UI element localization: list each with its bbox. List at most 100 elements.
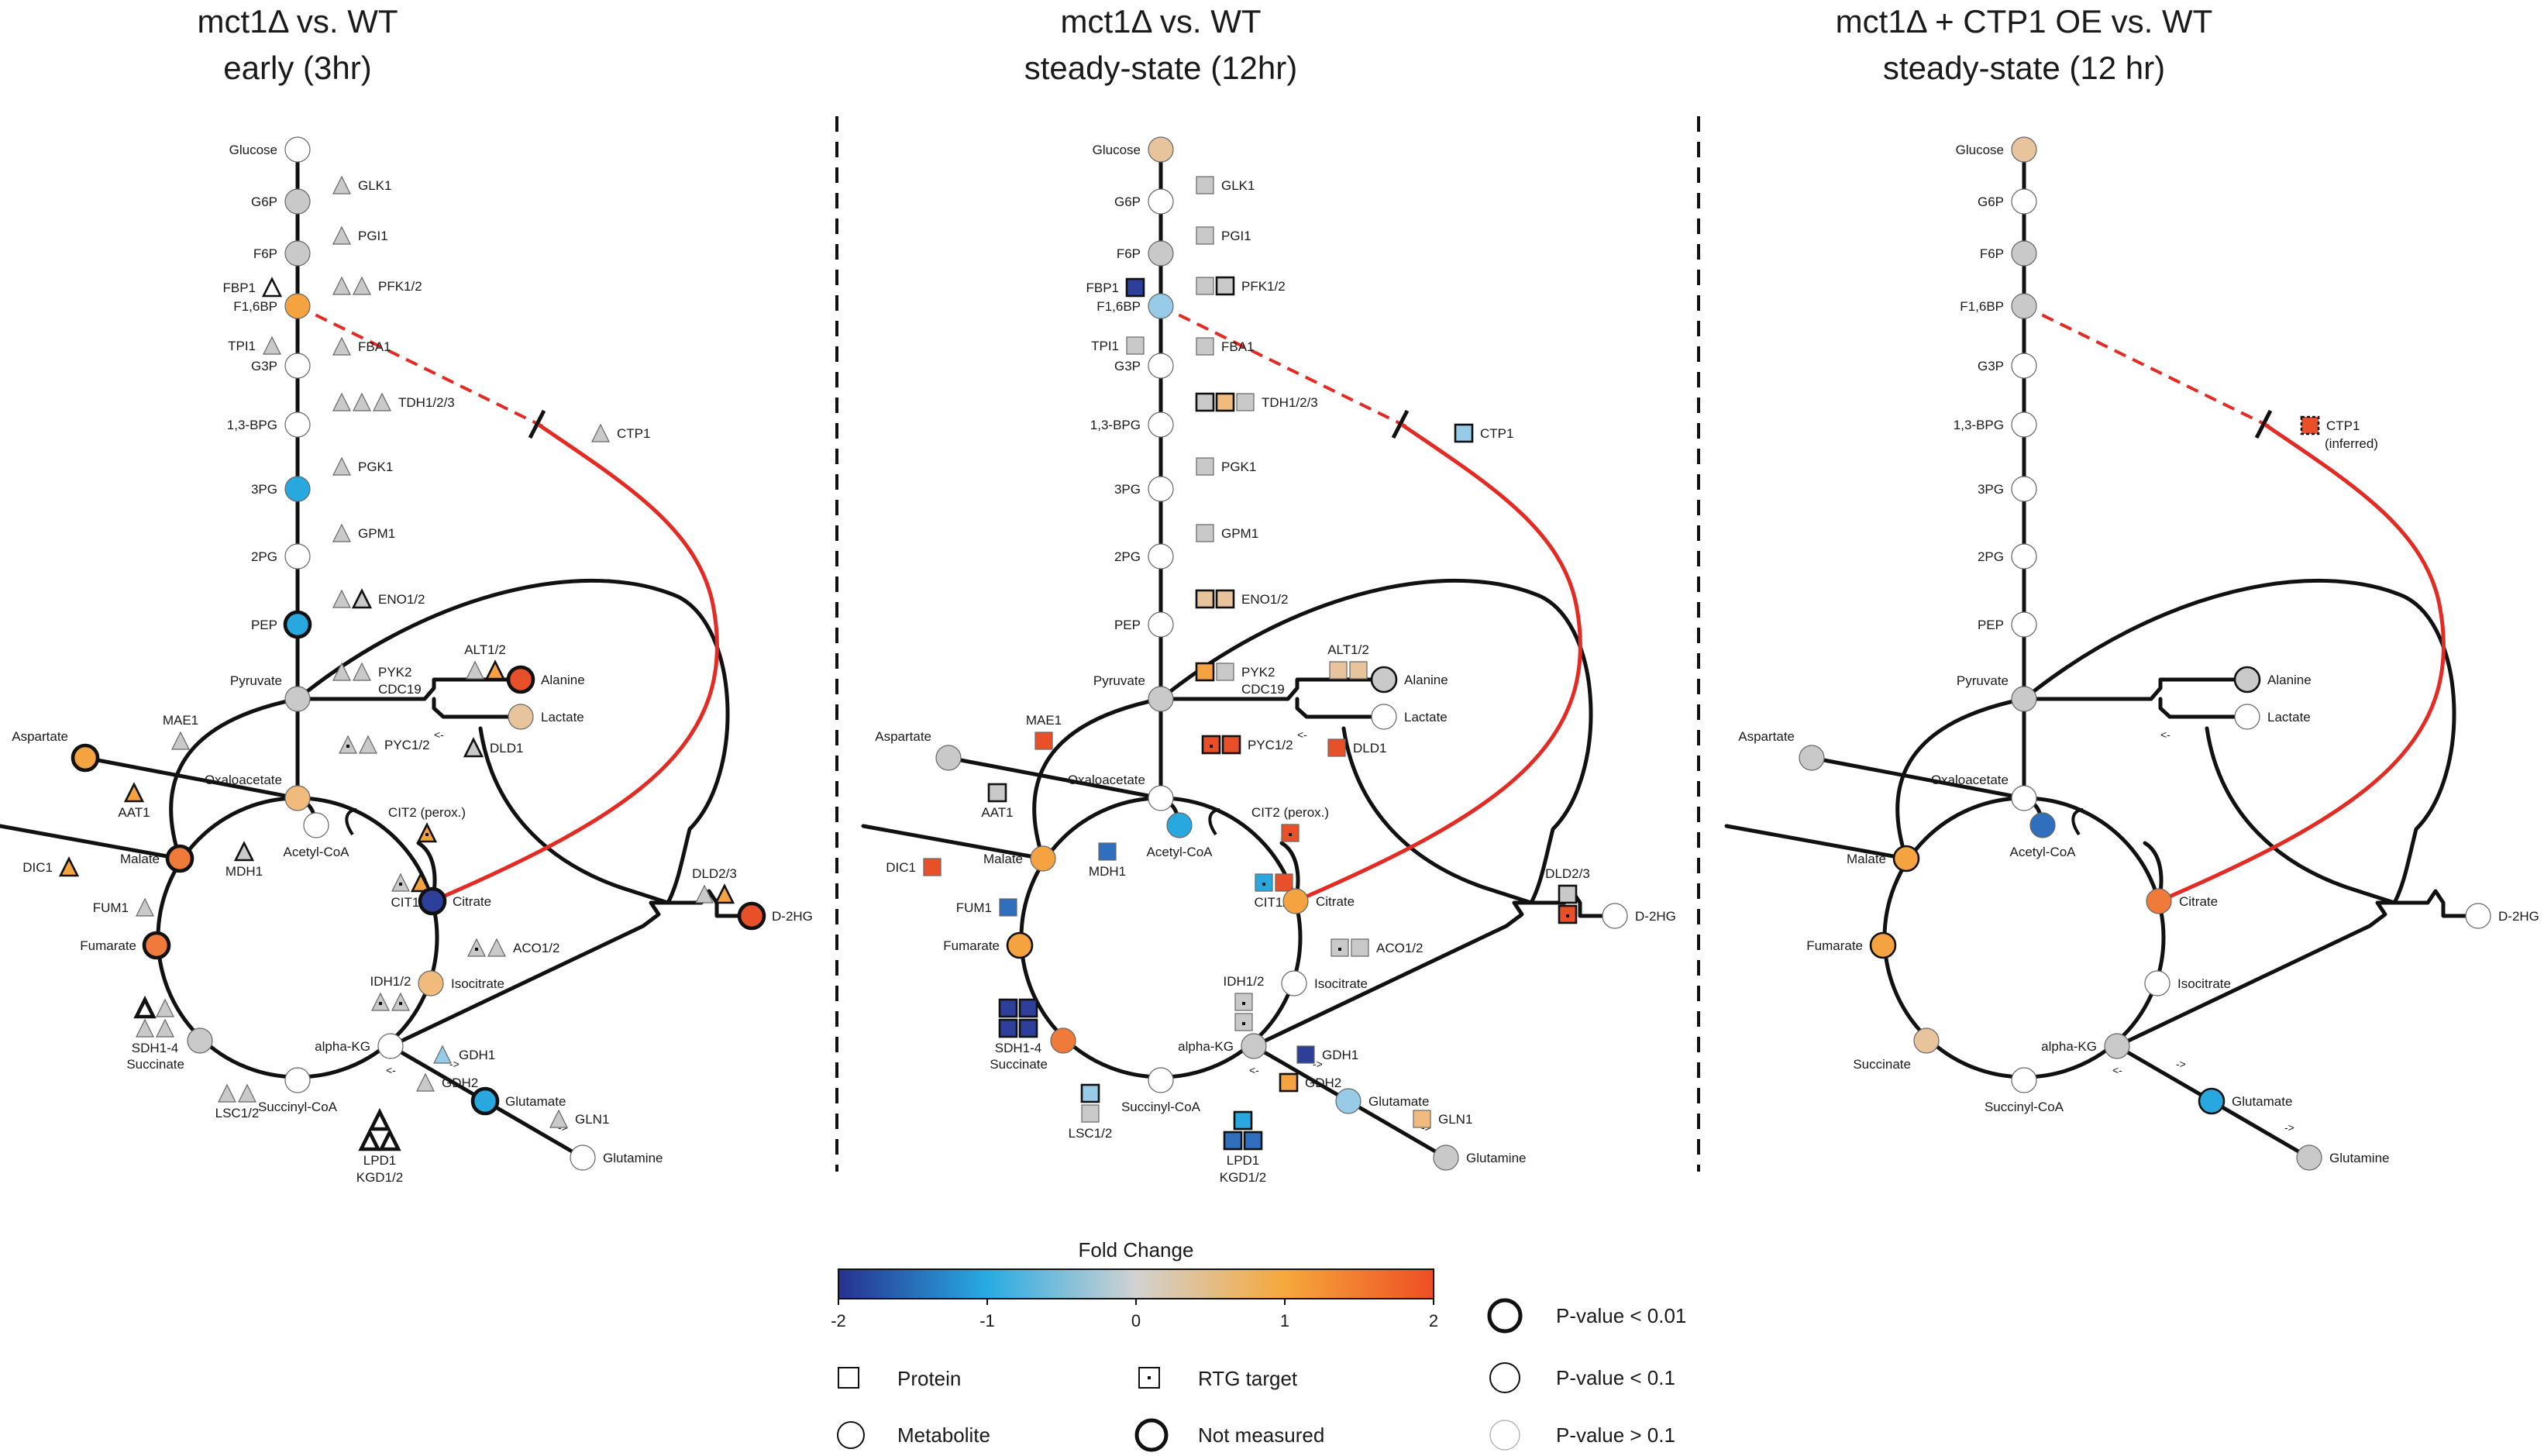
metabolite-g3p[interactable]: G3P (1114, 353, 1174, 379)
metabolite-alpha-kg[interactable]: alpha-KG (2041, 1033, 2130, 1059)
metabolite-pep[interactable]: PEP (1978, 611, 2037, 638)
metabolite-f6p[interactable]: F6P (1117, 240, 1174, 267)
enzyme-ctp1[interactable]: CTP1 (inferred) (2300, 415, 2378, 451)
metabolite-succinate[interactable]: Succinate (990, 1027, 1076, 1072)
metabolite-oxaloacetate[interactable]: Oxaloacetate (1068, 773, 1174, 811)
enzyme-glk1[interactable]: GLK1 (1196, 176, 1255, 194)
metabolite-malate[interactable]: Malate (1847, 845, 1920, 873)
metabolite-alpha-kg[interactable]: alpha-KG (1178, 1033, 1267, 1059)
metabolite-d-2hg[interactable]: D-2HG (737, 901, 813, 931)
enzyme-lsc1-2[interactable]: LSC1/2 (215, 1083, 260, 1120)
enzyme-pyk2[interactable]: PYK2 CDC19 (332, 662, 422, 697)
enzyme-fbp1[interactable]: FBP1 (222, 277, 283, 298)
enzyme-gln1[interactable]: GLN1 (1413, 1110, 1472, 1128)
metabolite-3pg[interactable]: 3PG (1114, 476, 1174, 502)
metabolite-fumarate[interactable]: Fumarate (1806, 931, 1897, 959)
metabolite-glucose[interactable]: Glucose (1956, 136, 2037, 163)
metabolite-alanine[interactable]: Alanine (1370, 666, 1448, 694)
metabolite-glutamine[interactable]: Glutamine (570, 1144, 663, 1171)
enzyme-pgk1[interactable]: PGK1 (1196, 457, 1256, 476)
enzyme-sdh1-4[interactable]: SDH1-4 (995, 998, 1041, 1055)
metabolite-citrate[interactable]: Citrate (2146, 888, 2218, 914)
metabolite-glutamine[interactable]: Glutamine (2296, 1144, 2389, 1171)
enzyme-pyc1-2[interactable]: PYC1/2 (1201, 735, 1293, 755)
enzyme-gdh2[interactable]: GDH2 (416, 1072, 478, 1092)
metabolite-d-2hg[interactable]: D-2HG (1602, 903, 1676, 929)
metabolite-succinate[interactable]: Succinate (1853, 1027, 1940, 1072)
metabolite-alanine[interactable]: Alanine (2233, 666, 2312, 694)
metabolite-glucose[interactable]: Glucose (1093, 136, 1174, 163)
enzyme-tdh1-2-3[interactable]: TDH1/2/3 (332, 392, 455, 411)
metabolite-g3p[interactable]: G3P (251, 353, 311, 379)
enzyme-mdh1[interactable]: MDH1 (225, 841, 263, 879)
enzyme-alt1-2[interactable]: ALT1/2 (1327, 642, 1369, 680)
enzyme-cit2-perox[interactable]: CIT2 (perox.) (1251, 805, 1329, 842)
enzyme-fbp1[interactable]: FBP1 (1086, 277, 1145, 298)
enzyme-gdh1[interactable]: GDH1 (433, 1045, 495, 1064)
enzyme-aat1[interactable]: AAT1 (118, 782, 150, 820)
enzyme-pgk1[interactable]: PGK1 (332, 456, 393, 476)
metabolite-pyruvate[interactable]: Pyruvate (230, 673, 311, 712)
enzyme-alt1-2[interactable]: ALT1/2 (464, 642, 506, 680)
enzyme-pfk1-2[interactable]: PFK1/2 (332, 276, 422, 295)
enzyme-dld2-3[interactable]: DLD2/3 (1545, 866, 1590, 924)
enzyme-pgi1[interactable]: PGI1 (1196, 226, 1251, 245)
metabolite-lactate[interactable]: Lactate (1371, 704, 1448, 730)
metabolite-lactate[interactable]: Lactate (508, 704, 584, 730)
metabolite-pyruvate[interactable]: Pyruvate (1957, 673, 2037, 712)
enzyme-dic1[interactable]: DIC1 (22, 856, 80, 877)
metabolite-isocitrate[interactable]: Isocitrate (2144, 970, 2231, 996)
metabolite-1-3-bpg[interactable]: 1,3-BPG (1954, 411, 2037, 438)
metabolite-2pg[interactable]: 2PG (251, 543, 311, 570)
metabolite-oxaloacetate[interactable]: Oxaloacetate (1931, 773, 2037, 811)
metabolite-isocitrate[interactable]: Isocitrate (1281, 970, 1368, 996)
metabolite-malate[interactable]: Malate (983, 845, 1056, 872)
metabolite-fumarate[interactable]: Fumarate (943, 931, 1034, 959)
enzyme-tpi1[interactable]: TPI1 (1091, 336, 1145, 355)
metabolite-g6p[interactable]: G6P (251, 188, 311, 215)
enzyme-ctp1[interactable]: CTP1 (591, 423, 650, 442)
metabolite-lactate[interactable]: Lactate (2234, 704, 2311, 730)
metabolite-glucose[interactable]: Glucose (229, 136, 311, 163)
metabolite-1-3-bpg[interactable]: 1,3-BPG (227, 411, 311, 438)
enzyme-tdh1-2-3[interactable]: TDH1/2/3 (1195, 392, 1318, 412)
metabolite-2pg[interactable]: 2PG (1978, 543, 2037, 570)
metabolite-d-2hg[interactable]: D-2HG (2465, 903, 2539, 929)
enzyme-eno1-2[interactable]: ENO1/2 (1195, 589, 1288, 609)
metabolite-f6p[interactable]: F6P (253, 240, 311, 267)
metabolite-3pg[interactable]: 3PG (1978, 476, 2037, 502)
metabolite-alanine[interactable]: Alanine (506, 665, 585, 694)
enzyme-mae1[interactable]: MAE1 (1026, 713, 1062, 750)
enzyme-lpd1[interactable]: LPD1 KGD1/2 (356, 1107, 403, 1185)
enzyme-fba1[interactable]: FBA1 (332, 336, 391, 356)
metabolite-f1-6bp[interactable]: F1,6BP (233, 293, 311, 319)
metabolite-glutamate[interactable]: Glutamate (470, 1086, 566, 1116)
enzyme-cit2-perox[interactable]: CIT2 (perox.) (388, 805, 466, 843)
enzyme-sdh1-4[interactable]: SDH1-4 (132, 995, 178, 1055)
enzyme-tpi1[interactable]: TPI1 (228, 336, 281, 355)
enzyme-gdh2[interactable]: GDH2 (1279, 1072, 1341, 1093)
metabolite-alpha-kg[interactable]: alpha-KG (315, 1033, 404, 1059)
metabolite-succinyl-coa[interactable]: Succinyl-CoA (1121, 1067, 1201, 1114)
metabolite-pep[interactable]: PEP (251, 610, 312, 639)
enzyme-dic1[interactable]: DIC1 (886, 858, 942, 876)
enzyme-gdh1[interactable]: GDH1 (1296, 1045, 1358, 1064)
enzyme-lpd1[interactable]: LPD1 KGD1/2 (1220, 1110, 1266, 1185)
metabolite-succinyl-coa[interactable]: Succinyl-CoA (258, 1067, 338, 1114)
enzyme-aco1-2[interactable]: ACO1/2 (1331, 938, 1423, 957)
metabolite-2pg[interactable]: 2PG (1114, 543, 1174, 570)
metabolite-succinate[interactable]: Succinate (126, 1027, 213, 1072)
enzyme-lsc1-2[interactable]: LSC1/2 (1069, 1083, 1113, 1141)
metabolite-g6p[interactable]: G6P (1114, 188, 1174, 215)
metabolite-acetyl-coa[interactable]: Acetyl-CoA (283, 812, 349, 859)
enzyme-gln1[interactable]: GLN1 (549, 1109, 609, 1128)
enzyme-glk1[interactable]: GLK1 (332, 175, 391, 194)
metabolite-aspartate[interactable]: Aspartate (1738, 729, 1825, 771)
enzyme-pfk1-2[interactable]: PFK1/2 (1196, 276, 1286, 296)
enzyme-dld1[interactable]: DLD1 (1327, 738, 1386, 757)
metabolite-pep[interactable]: PEP (1114, 611, 1174, 638)
metabolite-g3p[interactable]: G3P (1978, 353, 2037, 379)
metabolite-acetyl-coa[interactable]: Acetyl-CoA (2009, 812, 2076, 859)
metabolite-aspartate[interactable]: Aspartate (875, 729, 962, 771)
enzyme-dld2-3[interactable]: DLD2/3 (692, 866, 737, 904)
